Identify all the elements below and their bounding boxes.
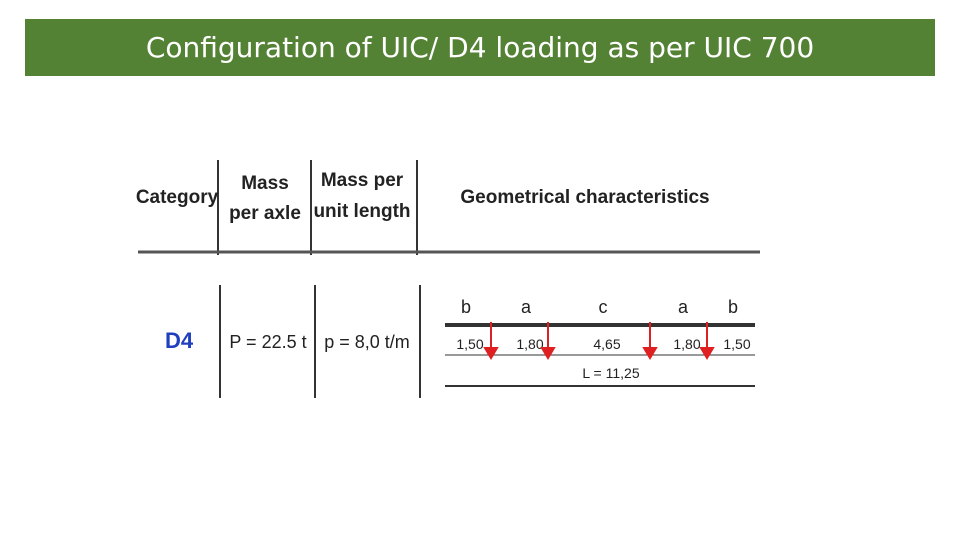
header-cell: per axle [229, 203, 301, 224]
category: D4 [165, 328, 194, 353]
title: Configuration of UIC/ D4 loading as per … [25, 19, 935, 76]
rules [138, 160, 760, 398]
segment-letter: a [521, 297, 532, 317]
geometry: b a c a b 1,50 1,80 4,65 1,80 1,50 [456, 297, 750, 352]
segment-distance: 1,50 [723, 336, 750, 352]
segment-distance: 1,80 [673, 336, 700, 352]
segment-letter: b [461, 297, 471, 317]
header-cell: Mass [241, 173, 289, 194]
segment-distance: 1,80 [516, 336, 543, 352]
segment-letter: a [678, 297, 689, 317]
segment-distance: 4,65 [593, 336, 620, 352]
axle-arrows [483, 322, 715, 360]
total-length: L = 11,25 [582, 365, 639, 381]
header-cell: Category [136, 187, 219, 208]
cell: p = 8,0 t/m [324, 332, 410, 352]
header-cell: Mass per [321, 170, 404, 191]
segment-letter: c [599, 297, 608, 317]
segment-letter: b [728, 297, 738, 317]
header-cell: Geometrical characteristics [460, 187, 709, 208]
header-cell: unit length [313, 201, 410, 222]
cell: P = 22.5 t [229, 332, 306, 352]
segment-distance: 1,50 [456, 336, 483, 352]
